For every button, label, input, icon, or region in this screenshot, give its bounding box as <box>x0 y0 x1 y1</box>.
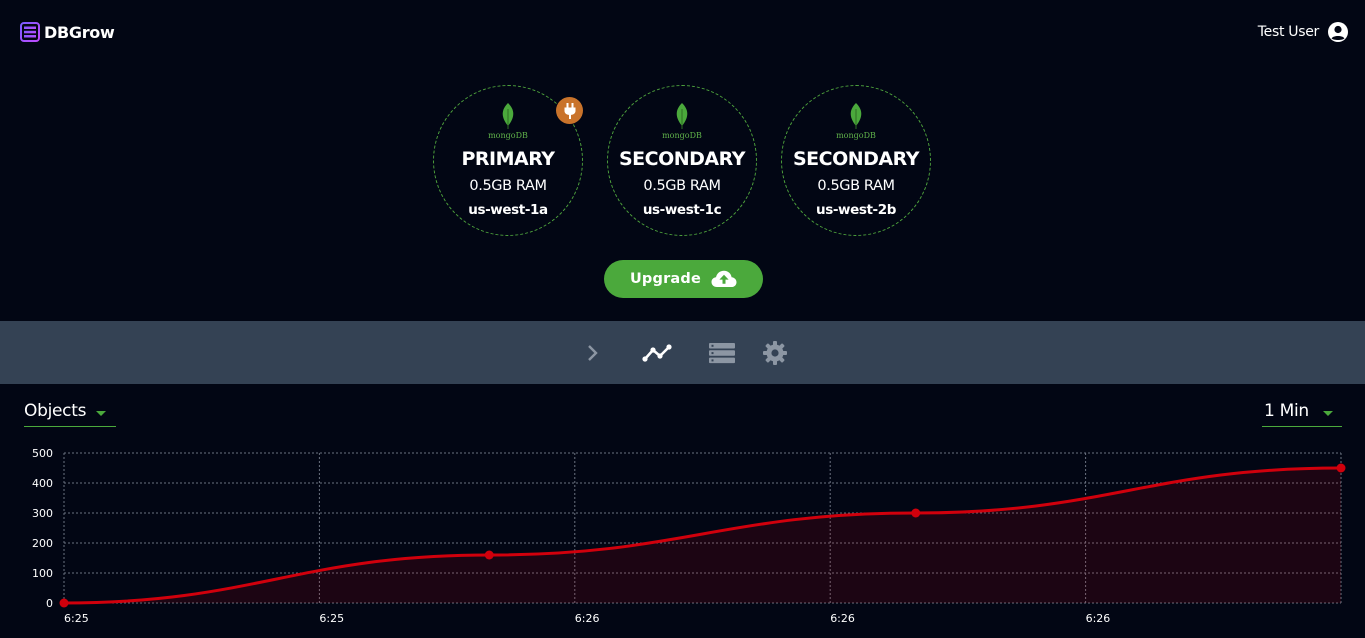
mongodb-leaf-icon <box>850 103 862 129</box>
node-zone: us-west-1c <box>642 202 722 218</box>
metric-dropdown[interactable]: Objects <box>24 401 116 427</box>
node-card-secondary-1[interactable]: mongoDB SECONDARY 0.5GB RAM us-west-1c <box>607 85 757 236</box>
objects-chart: 0 100 200 300 400 500 6:25 6:25 6:26 6:26 6:26 <box>32 447 1346 625</box>
data-point <box>1336 463 1346 473</box>
brand-name: DBGrow <box>44 22 115 42</box>
caret-down-icon <box>96 411 107 416</box>
y-tick-label: 500 <box>32 447 53 460</box>
node-brand: mongoDB <box>662 131 702 140</box>
line-chart-icon <box>642 343 672 362</box>
plug-icon <box>564 102 575 119</box>
tab-settings[interactable] <box>760 321 790 384</box>
x-tick-label: 6:25 <box>64 612 89 625</box>
data-point <box>911 508 921 518</box>
node-role: SECONDARY <box>793 148 920 170</box>
connect-badge[interactable] <box>556 97 583 124</box>
view-toolbar <box>0 321 1365 384</box>
server-list-icon <box>709 342 735 363</box>
mongodb-leaf-icon <box>676 103 688 129</box>
x-tick-label: 6:26 <box>575 612 600 625</box>
x-tick-label: 6:25 <box>319 612 344 625</box>
user-name: Test User <box>1257 24 1320 40</box>
node-ram: 0.5GB RAM <box>817 178 895 194</box>
user-avatar-icon <box>1328 22 1348 42</box>
node-card-secondary-2[interactable]: mongoDB SECONDARY 0.5GB RAM us-west-2b <box>781 85 931 236</box>
y-tick-label: 0 <box>46 597 53 610</box>
user-menu[interactable]: Test User <box>1258 21 1349 43</box>
node-brand: mongoDB <box>836 131 876 140</box>
node-zone: us-west-2b <box>815 202 897 218</box>
server-rack-icon <box>20 22 40 42</box>
node-zone: us-west-1a <box>468 202 548 218</box>
node-role: PRIMARY <box>461 148 555 170</box>
upgrade-label: Upgrade <box>629 271 702 287</box>
series-line <box>63 466 1342 605</box>
x-tick-label: 6:26 <box>1086 612 1111 625</box>
caret-down-icon <box>1322 411 1333 416</box>
node-ram: 0.5GB RAM <box>643 178 721 194</box>
metric-selected: Objects <box>24 401 87 421</box>
tab-databases[interactable] <box>706 321 738 384</box>
mongodb-leaf-icon <box>502 103 514 129</box>
gear-icon <box>763 340 787 365</box>
upgrade-button[interactable]: Upgrade <box>604 260 763 298</box>
data-point <box>59 598 69 608</box>
collapse-toggle[interactable] <box>580 321 604 384</box>
data-point <box>484 550 494 560</box>
y-tick-label: 400 <box>32 477 53 490</box>
node-role: SECONDARY <box>619 148 746 170</box>
time-range-dropdown[interactable]: 1 Min <box>1262 401 1342 427</box>
node-brand: mongoDB <box>488 131 528 140</box>
chevron-right-icon <box>588 344 598 361</box>
range-selected: 1 Min <box>1264 401 1309 421</box>
brand[interactable]: DBGrow <box>20 20 115 44</box>
tab-metrics[interactable] <box>640 321 674 384</box>
y-tick-label: 300 <box>32 507 53 520</box>
node-card-primary[interactable]: mongoDB PRIMARY 0.5GB RAM us-west-1a <box>433 85 583 236</box>
node-ram: 0.5GB RAM <box>469 178 547 194</box>
x-tick-label: 6:26 <box>830 612 855 625</box>
y-tick-label: 200 <box>32 537 53 550</box>
cloud-upload-icon <box>711 270 737 287</box>
y-tick-label: 100 <box>32 567 53 580</box>
